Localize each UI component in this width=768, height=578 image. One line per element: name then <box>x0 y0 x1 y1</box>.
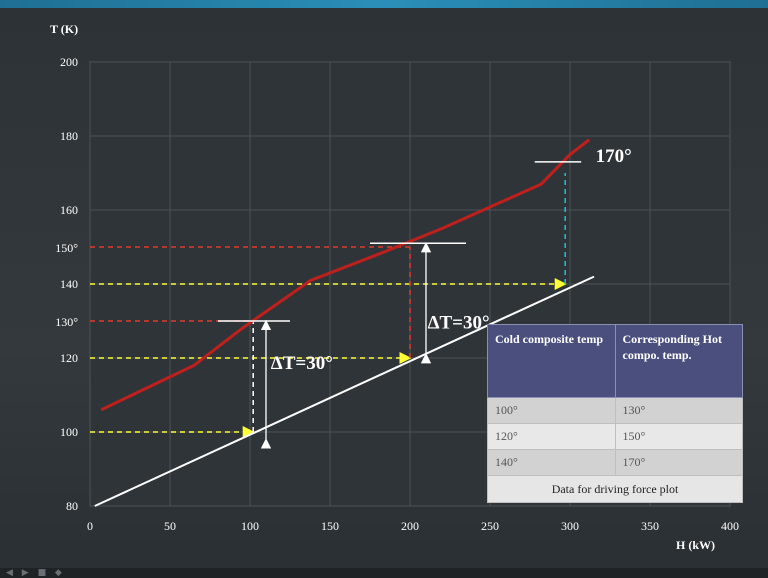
guide-lines <box>90 173 567 438</box>
series-lines <box>94 138 595 507</box>
y-tick-label: 180 <box>60 129 78 143</box>
x-tick-label: 100 <box>241 519 259 533</box>
table-cell: 120° <box>487 423 616 450</box>
y-tick-label: 200 <box>60 55 78 69</box>
x-tick-label: 200 <box>401 519 419 533</box>
cold-composite-line <box>94 275 595 507</box>
hot-composite-line <box>100 138 591 412</box>
annotations: ΔT=30° ΔT=30° 170° <box>271 146 632 374</box>
table-row: 100° 130° <box>487 397 743 424</box>
table-header-hot: Corresponding Hot compo. temp. <box>614 324 743 398</box>
y-tick-label: 160 <box>60 203 78 217</box>
table-cell: 170° <box>614 449 743 476</box>
x-tick-label: 400 <box>721 519 739 533</box>
markers <box>218 161 582 449</box>
table-row: 120° 150° <box>487 423 743 450</box>
table-cell: 100° <box>487 397 616 424</box>
y-tick-label: 80 <box>66 499 78 513</box>
table-cell: 140° <box>487 449 616 476</box>
x-tick-label: 50 <box>164 519 176 533</box>
slide-bottom-bar <box>0 568 768 578</box>
x-tick-label: 0 <box>87 519 93 533</box>
table-cell: 130° <box>614 397 743 424</box>
table-cell: 150° <box>614 423 743 450</box>
table-header-row: Cold composite temp Corresponding Hot co… <box>487 324 743 398</box>
y-tick-label: 100 <box>60 425 78 439</box>
annotation-label: ΔT=30° <box>271 353 333 374</box>
x-tick-label: 150 <box>321 519 339 533</box>
data-table: Cold composite temp Corresponding Hot co… <box>487 324 743 503</box>
y-tick-label: 140 <box>60 277 78 291</box>
slide-top-bar <box>0 0 768 8</box>
y-axis-label: T (K) <box>50 22 78 36</box>
table-caption-row: Data for driving force plot <box>487 475 743 503</box>
x-tick-label: 350 <box>641 519 659 533</box>
table-row: 140° 170° <box>487 449 743 476</box>
table-header-cold: Cold composite temp <box>487 324 616 398</box>
annotation-label: ΔT=30° <box>428 312 490 333</box>
y-tick-label: 120 <box>60 351 78 365</box>
y-tick-labels: 80 100 120 140 160 180 200 130° 150° <box>55 55 78 513</box>
y-tick-label: 130° <box>55 315 78 329</box>
table-caption: Data for driving force plot <box>487 475 743 503</box>
x-axis-label: H (kW) <box>676 538 715 552</box>
annotation-label: 170° <box>596 146 632 167</box>
x-tick-label: 300 <box>561 519 579 533</box>
x-tick-labels: 0 50 100 150 200 250 300 350 400 <box>87 519 739 533</box>
x-tick-label: 250 <box>481 519 499 533</box>
y-tick-label: 150° <box>55 241 78 255</box>
slide-nav-icons[interactable]: ◀ ▶ ■ ◆ <box>6 568 65 578</box>
